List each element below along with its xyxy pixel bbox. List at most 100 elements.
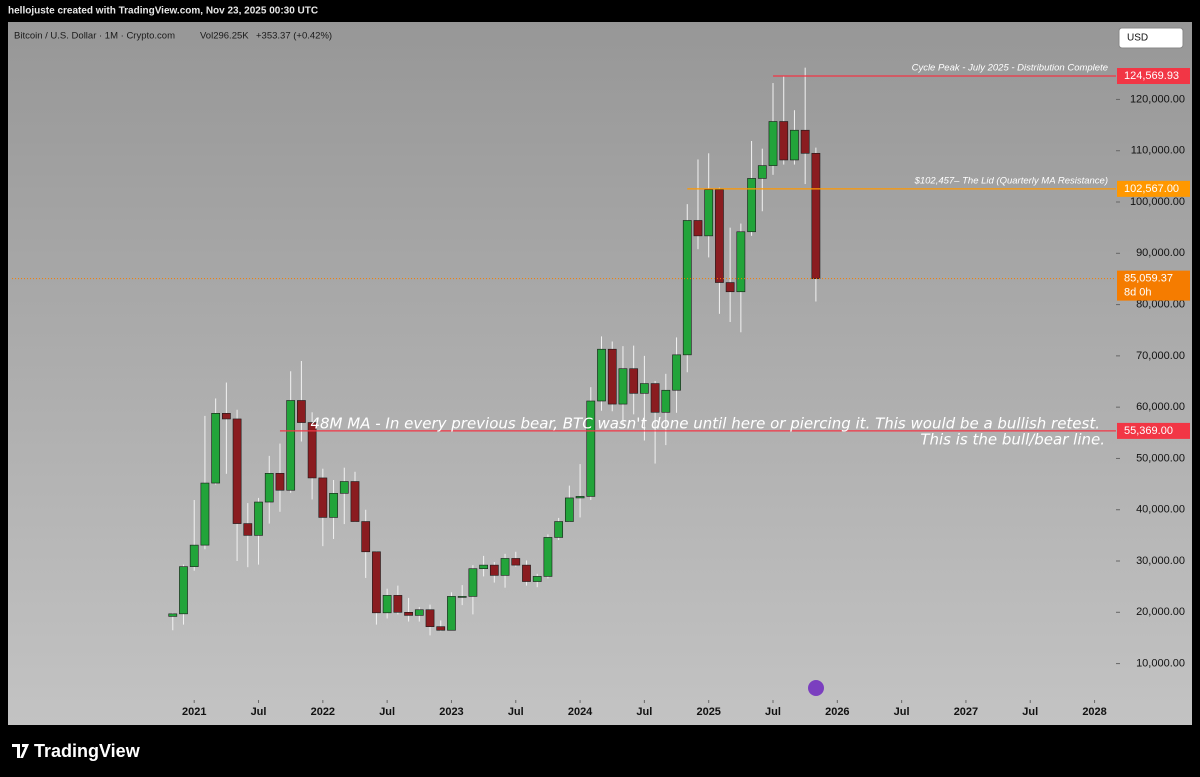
currency-button[interactable] — [1118, 27, 1184, 49]
candle-body — [725, 282, 735, 293]
candle-body — [650, 383, 660, 413]
candle-body — [586, 400, 596, 497]
watermark: hellojuste created with TradingView.com,… — [8, 6, 318, 17]
candle-body — [489, 564, 499, 576]
candle-body — [404, 612, 413, 616]
candle-body — [811, 152, 821, 279]
x-tick-label: 2024 — [568, 706, 593, 718]
annotation: This is the bull/bear line. — [920, 430, 1105, 448]
x-tick-label: Jul — [765, 706, 781, 718]
candle-body — [564, 497, 574, 522]
candle-body — [618, 368, 628, 405]
candle-body — [661, 389, 671, 413]
candle-body — [339, 481, 349, 494]
symbol-name: Bitcoin / U.S. Dollar · 1M · Crypto.com — [14, 31, 175, 42]
candle-body — [211, 413, 221, 484]
x-tick-label: Jul — [379, 706, 395, 718]
countdown: 8d 0h — [1124, 287, 1152, 299]
candle-body — [329, 493, 338, 518]
x-tick-label: Jul — [251, 706, 267, 718]
price-tag-label: 55,369.00 — [1124, 425, 1173, 437]
candle-body — [318, 477, 328, 518]
candle-body — [382, 595, 392, 614]
candle-body — [532, 576, 542, 582]
candle-body — [297, 400, 306, 423]
y-tick-label: 90,000.00 — [1136, 247, 1185, 259]
x-tick-label: 2026 — [825, 706, 849, 718]
brand: TradingView — [34, 741, 141, 761]
volume: Vol296.25K — [200, 31, 249, 42]
y-tick-label: 10,000.00 — [1136, 657, 1185, 669]
candle-body — [768, 121, 778, 166]
x-tick-label: Jul — [508, 706, 524, 718]
candle-body — [543, 537, 553, 577]
candle-body — [715, 189, 724, 283]
candle-body — [286, 400, 296, 491]
price-tag — [1117, 270, 1190, 301]
candle-body — [672, 354, 681, 391]
y-tick-label: 20,000.00 — [1136, 606, 1185, 618]
candle-body — [189, 544, 199, 567]
candle-body — [414, 609, 424, 616]
candle-body — [554, 521, 564, 538]
price-tag-label: 102,567.00 — [1124, 183, 1179, 195]
x-tick-label: Jul — [894, 706, 910, 718]
candle-body — [757, 165, 767, 179]
annotation: 48M MA - In every previous bear, BTC was… — [310, 414, 1100, 432]
candle-body — [232, 418, 242, 524]
y-tick-label: 30,000.00 — [1136, 555, 1185, 567]
annotation: $102,457– The Lid (Quarterly MA Resistan… — [914, 175, 1108, 186]
x-tick-label: 2025 — [696, 706, 720, 718]
x-tick-label: 2022 — [311, 706, 335, 718]
candle-body — [522, 564, 531, 582]
candle-body — [747, 178, 756, 233]
candle-body — [607, 348, 617, 405]
candle-body — [264, 473, 274, 503]
x-tick-label: 2028 — [1082, 706, 1106, 718]
candle-body — [436, 626, 446, 631]
candle-body — [254, 501, 263, 536]
x-tick-label: Jul — [1022, 706, 1038, 718]
y-tick-label: 110,000.00 — [1131, 145, 1185, 157]
brand-logo — [12, 744, 29, 758]
candle-body — [179, 566, 188, 615]
candle-body — [736, 231, 746, 293]
candle-body — [200, 482, 210, 546]
candle-body — [693, 220, 703, 237]
candle-body — [779, 121, 789, 161]
x-tick-label: Jul — [636, 706, 652, 718]
candle-body — [511, 558, 521, 566]
x-tick-label: 2023 — [439, 706, 463, 718]
x-tick-label: 2021 — [182, 706, 206, 718]
price-tag — [1117, 68, 1190, 85]
y-tick-label: 50,000.00 — [1136, 452, 1185, 464]
change: +353.37 (+0.42%) — [256, 31, 332, 42]
candle-body — [800, 129, 810, 154]
price-tag-label: 85,059.37 — [1124, 273, 1173, 285]
candle-body — [361, 521, 371, 553]
y-tick-label: 80,000.00 — [1136, 298, 1185, 310]
candle-body — [468, 568, 478, 597]
candle-body — [597, 348, 606, 402]
candle-body — [275, 473, 285, 491]
candle-body — [629, 368, 639, 394]
candle-body — [479, 564, 488, 570]
y-tick-label: 40,000.00 — [1136, 504, 1185, 516]
candle-body — [640, 383, 649, 394]
candle-body — [704, 189, 714, 237]
candle-body — [221, 413, 231, 420]
candle-body — [393, 595, 403, 613]
candle-body — [682, 220, 692, 356]
candle-body — [790, 129, 799, 161]
y-tick-label: 60,000.00 — [1136, 401, 1185, 413]
candle-body — [425, 609, 435, 627]
candle-body — [457, 596, 467, 598]
event-icon[interactable] — [808, 680, 824, 696]
y-tick-label: 100,000.00 — [1130, 196, 1185, 208]
price-tag — [1117, 180, 1190, 197]
price-tag — [1117, 422, 1190, 439]
candle-body — [575, 496, 585, 499]
currency-label[interactable]: USD — [1127, 33, 1148, 44]
annotation: Cycle Peak - July 2025 - Distribution Co… — [912, 63, 1108, 74]
